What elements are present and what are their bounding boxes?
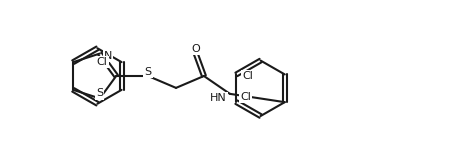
Text: S: S	[145, 67, 152, 77]
Text: S: S	[96, 88, 103, 98]
Text: Cl: Cl	[240, 92, 251, 102]
Text: Cl: Cl	[243, 71, 253, 81]
Text: O: O	[192, 44, 200, 54]
Text: HN: HN	[210, 93, 227, 103]
Text: Cl: Cl	[97, 57, 108, 67]
Text: N: N	[104, 50, 112, 60]
